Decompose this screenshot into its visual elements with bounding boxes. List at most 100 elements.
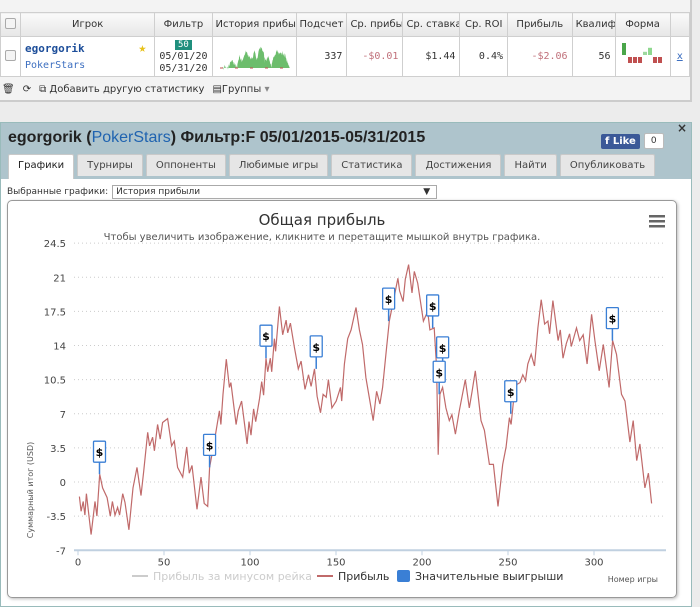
col-avg-profit[interactable]: Ср. прибы [346, 12, 404, 37]
title-site-link[interactable]: PokerStars [91, 129, 171, 146]
facebook-like: f Like 0 [601, 133, 664, 149]
big-win-marker[interactable]: $ [381, 287, 396, 322]
tab-opponents[interactable]: Оппоненты [145, 154, 226, 176]
legend-label-rake: Прибыль за минусом рейка [153, 570, 312, 583]
panel-title: egorgorik (PokerStars) Фильтр:F 05/01/20… [8, 129, 425, 147]
profit-chart[interactable]: Общая прибыль Чтобы увеличить изображени… [7, 200, 677, 598]
big-win-marker[interactable]: $ [426, 294, 440, 328]
y-tick-label: 14 [53, 342, 66, 353]
filter-badge: 50 [174, 39, 192, 50]
chart-select[interactable]: История прибыли ▼ [112, 185, 438, 199]
add-stat-label: Добавить другую статистику [49, 83, 205, 95]
form-loss-bar [637, 57, 642, 63]
big-win-marker[interactable]: $ [259, 324, 273, 359]
title-paren-open: ( [86, 129, 92, 146]
facebook-icon: f [605, 135, 610, 147]
player-name-link[interactable]: egorgorik [25, 42, 85, 55]
refresh-icon[interactable]: ⟳ [22, 83, 32, 95]
y-tick-label: 17.5 [44, 307, 66, 318]
legend-item-big-wins[interactable]: Значительные выигрыши [397, 570, 563, 583]
col-form[interactable]: Форма [614, 12, 671, 37]
legend-item-rake[interactable]: Прибыль за минусом рейка [132, 570, 312, 583]
form-loss-bar [652, 57, 657, 63]
chart-menu-icon[interactable] [649, 215, 665, 228]
select-all-checkbox[interactable] [0, 12, 21, 37]
groups-dropdown[interactable]: ▤Группы ▾ [212, 84, 269, 95]
y-tick-label: 21 [53, 273, 66, 284]
x-tick-label: 0 [75, 557, 81, 568]
form-win-bar [642, 51, 647, 55]
form-cell [614, 36, 671, 77]
y-tick-label: 24.5 [44, 239, 66, 250]
avg-stake-value: $1.44 [402, 36, 461, 77]
svg-text:$: $ [435, 366, 443, 379]
col-avg-stake[interactable]: Ср. ставка [402, 12, 461, 37]
col-count[interactable]: Подсчет [295, 12, 348, 37]
roi-value: 0.4% [459, 36, 509, 77]
chevron-down-icon: ▾ [264, 83, 270, 95]
profit-sparkline [211, 36, 297, 77]
filter-cell[interactable]: 50 05/01/20 05/31/20 [154, 36, 213, 77]
svg-text:$: $ [429, 300, 437, 313]
profit-line [78, 264, 653, 535]
chart-title: Общая прибыль [259, 211, 386, 229]
count-value: 337 [295, 36, 348, 77]
tab-favorite-games[interactable]: Любимые игры [228, 154, 329, 176]
filter-date-to: 05/31/20 [159, 62, 208, 74]
close-panel-icon[interactable]: × [676, 121, 687, 135]
y-tick-label: -3.5 [46, 512, 66, 523]
y-tick-label: 3.5 [50, 444, 66, 455]
panel-tabs: Графики Турниры Оппоненты Любимые игры С… [8, 154, 656, 179]
tab-find[interactable]: Найти [504, 154, 557, 176]
col-history[interactable]: История прибы [211, 12, 297, 37]
stats-table-panel: Игрок Фильтр История прибы Подсчет Ср. п… [0, 0, 692, 102]
tab-tournaments[interactable]: Турниры [77, 154, 143, 176]
remove-row-link[interactable]: x [669, 36, 691, 77]
tab-statistics[interactable]: Статистика [331, 154, 413, 176]
big-win-marker[interactable]: $ [92, 440, 107, 475]
dropdown-arrow-icon: ▼ [423, 187, 431, 197]
svg-text:$: $ [385, 293, 393, 306]
form-win-bar [621, 39, 626, 55]
form-win-bar [647, 47, 652, 55]
col-roi[interactable]: Ср. ROI [459, 12, 509, 37]
title-paren-close: ) [170, 129, 177, 146]
y-tick-label: 10.5 [44, 376, 66, 387]
big-win-marker[interactable]: $ [432, 360, 446, 395]
profit-value: -$2.06 [507, 36, 573, 77]
col-qual[interactable]: Квалиф [571, 12, 616, 37]
stats-table: Игрок Фильтр История прибы Подсчет Ср. п… [0, 12, 691, 77]
chart-select-value: История прибыли [116, 187, 201, 197]
big-win-marker[interactable]: $ [202, 433, 217, 468]
qual-value: 56 [571, 36, 616, 77]
x-tick-label: 50 [158, 557, 171, 568]
big-win-marker[interactable]: $ [309, 335, 323, 369]
col-player[interactable]: Игрок [19, 12, 156, 37]
legend-label-big-wins: Значительные выигрыши [415, 570, 563, 583]
facebook-like-button[interactable]: f Like [601, 133, 640, 149]
row-checkbox[interactable] [0, 36, 21, 77]
col-filter[interactable]: Фильтр [154, 12, 213, 37]
tab-publish[interactable]: Опубликовать [559, 154, 656, 176]
avg-profit-value: -$0.01 [346, 36, 404, 77]
legend-label-profit: Прибыль [338, 570, 389, 583]
like-count: 0 [643, 133, 664, 149]
groups-icon: ▤ [212, 83, 222, 95]
stats-toolbar: 🗑 ⟳ ⧉ Добавить другую статистику ▤Группы… [0, 80, 269, 98]
col-profit[interactable]: Прибыль [507, 12, 573, 37]
chart-legend: Прибыль за минусом рейка Прибыль Значите… [132, 570, 563, 583]
player-site-link[interactable]: PokerStars [25, 60, 86, 71]
big-win-marker[interactable]: $ [605, 306, 620, 341]
add-stat-button[interactable]: ⧉ Добавить другую статистику [39, 84, 204, 95]
big-win-marker[interactable]: $ [504, 380, 518, 414]
legend-item-profit[interactable]: Прибыль [317, 570, 389, 583]
x-tick-label: 250 [498, 557, 517, 568]
y-tick-label: -7 [56, 546, 66, 557]
form-loss-bar [627, 57, 632, 63]
tab-achievements[interactable]: Достижения [415, 154, 502, 176]
tab-charts[interactable]: Графики [8, 154, 75, 179]
award-star-icon: ★ [138, 41, 147, 56]
groups-label: Группы [221, 83, 262, 95]
x-tick-label: 300 [584, 557, 603, 568]
trash-icon[interactable]: 🗑 [2, 83, 15, 95]
